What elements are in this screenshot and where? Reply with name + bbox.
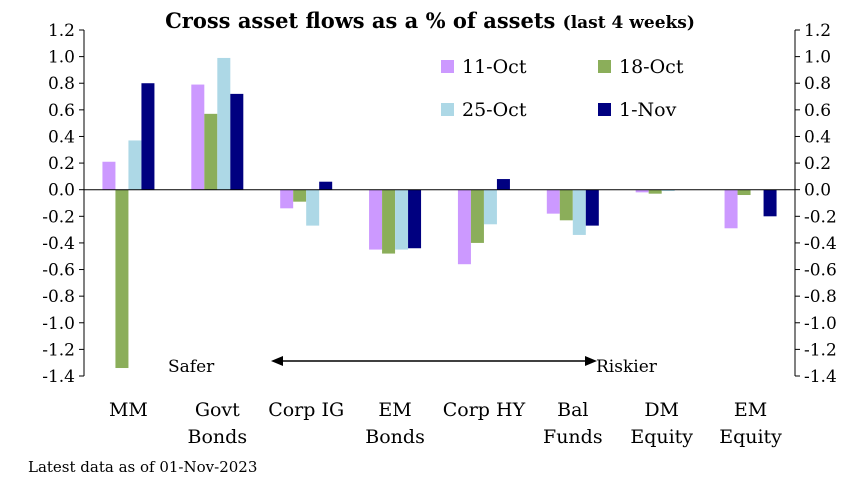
y-tick-label-right: 1.2 [804,21,831,41]
x-category-label: Govt Bonds [188,399,248,448]
y-tick-label-left: -1.4 [42,367,75,387]
x-category-label: MM [109,399,148,421]
y-tick-label-right: -0.4 [804,234,837,254]
x-category-label: DM Equity [630,399,693,448]
bar-11-oct [191,84,205,190]
y-tick-label-right: -0.6 [804,261,837,281]
bar-1-nov [585,189,599,226]
bar-1-nov [763,189,777,217]
y-ticks-right: 1.2 1.0 0.8 0.6 0.4 0.2 0.0 -0.2 -0.4 -0.6 -0.8 -1.… [795,21,837,387]
bar-18-oct [293,189,307,202]
y-tick-label-right: -0.8 [804,287,837,307]
bar-18-oct [648,189,662,194]
x-category-label: Corp IG [268,399,344,421]
y-tick-label-right: 0.0 [804,181,831,201]
bar-25-oct [395,189,409,250]
y-tick-label-right: -1.0 [804,314,837,334]
y-tick-label-left: 1.0 [48,48,75,68]
bar-25-oct [306,189,320,226]
bar-25-oct [128,140,142,190]
legend-swatch [441,60,454,73]
bar-18-oct [559,189,573,221]
bar-1-nov [408,189,422,249]
y-tick-label-left: 0.0 [48,181,75,201]
bar-11-oct [546,189,560,214]
bar-18-oct [204,113,218,190]
bar-18-oct [115,189,129,369]
y-tick-label-left: -1.2 [42,340,75,360]
legend-swatch [598,60,611,73]
footnote: Latest data as of 01-Nov-2023 [28,458,257,476]
y-tick-label-left: 0.6 [48,101,75,121]
bar-25-oct [661,189,675,192]
bar-11-oct [102,161,116,190]
y-tick-label-left: -0.4 [42,234,75,254]
bar-11-oct [724,189,738,229]
bar-1-nov [319,181,333,190]
bar-11-oct [280,189,294,209]
bar-18-oct [382,189,396,254]
bar-18-oct [737,189,751,196]
bar-1-nov [141,83,155,190]
y-tick-label-left: -0.2 [42,207,75,227]
legend-label: 11-Oct [462,56,527,78]
y-tick-label-right: 0.8 [804,74,831,94]
x-category-label: EM Bonds [365,399,425,448]
category-labels: MM Govt Bonds Corp IG EM Bonds Corp HY Bal Funds… [109,399,782,448]
x-category-label: Corp HY [443,399,526,421]
bar-11-oct [369,189,383,250]
y-tick-label-left: -1.0 [42,314,75,334]
y-ticks-left: 1.2 1.0 0.8 0.6 0.4 0.2 0.0 -0.2 -0.4 -0.6 -0.8 -1.… [42,21,84,387]
legend-swatch [598,103,611,116]
bar-25-oct [483,189,497,225]
y-tick-label-right: 1.0 [804,48,831,68]
y-tick-label-left: 0.4 [48,127,75,147]
y-tick-label-left: -0.6 [42,261,75,281]
bar-25-oct [572,189,586,235]
bar-18-oct [470,189,484,243]
y-tick-label-left: 1.2 [48,21,75,41]
chart-title: Cross asset flows as a % of assets (last… [165,8,695,33]
y-tick-label-left: 0.8 [48,74,75,94]
bar-25-oct [217,57,231,190]
y-tick-label-right: -1.4 [804,367,837,387]
legend-label: 1-Nov [619,99,677,121]
y-tick-label-right: -1.2 [804,340,837,360]
bar-1-nov [496,179,510,190]
bar-11-oct [457,189,471,265]
bar-1-nov [230,93,244,190]
y-tick-label-right: 0.2 [804,154,831,174]
legend-label: 18-Oct [619,56,684,78]
legend: 11-Oct 18-Oct 25-Oct 1-Nov [441,56,684,121]
y-tick-label-left: -0.8 [42,287,75,307]
y-tick-label-right: -0.2 [804,207,837,227]
legend-swatch [441,103,454,116]
y-tick-label-right: 0.6 [804,101,831,121]
x-category-label: Bal Funds [543,399,603,448]
y-tick-label-left: 0.2 [48,154,75,174]
annotation-riskier: Riskier [596,357,658,377]
risk-arrow [271,356,597,366]
bar-11-oct [635,189,649,193]
bars [102,57,777,369]
x-category-label: EM Equity [719,399,782,448]
legend-label: 25-Oct [462,99,527,121]
y-tick-label-right: 0.4 [804,127,831,147]
annotation-safer: Safer [168,357,215,377]
